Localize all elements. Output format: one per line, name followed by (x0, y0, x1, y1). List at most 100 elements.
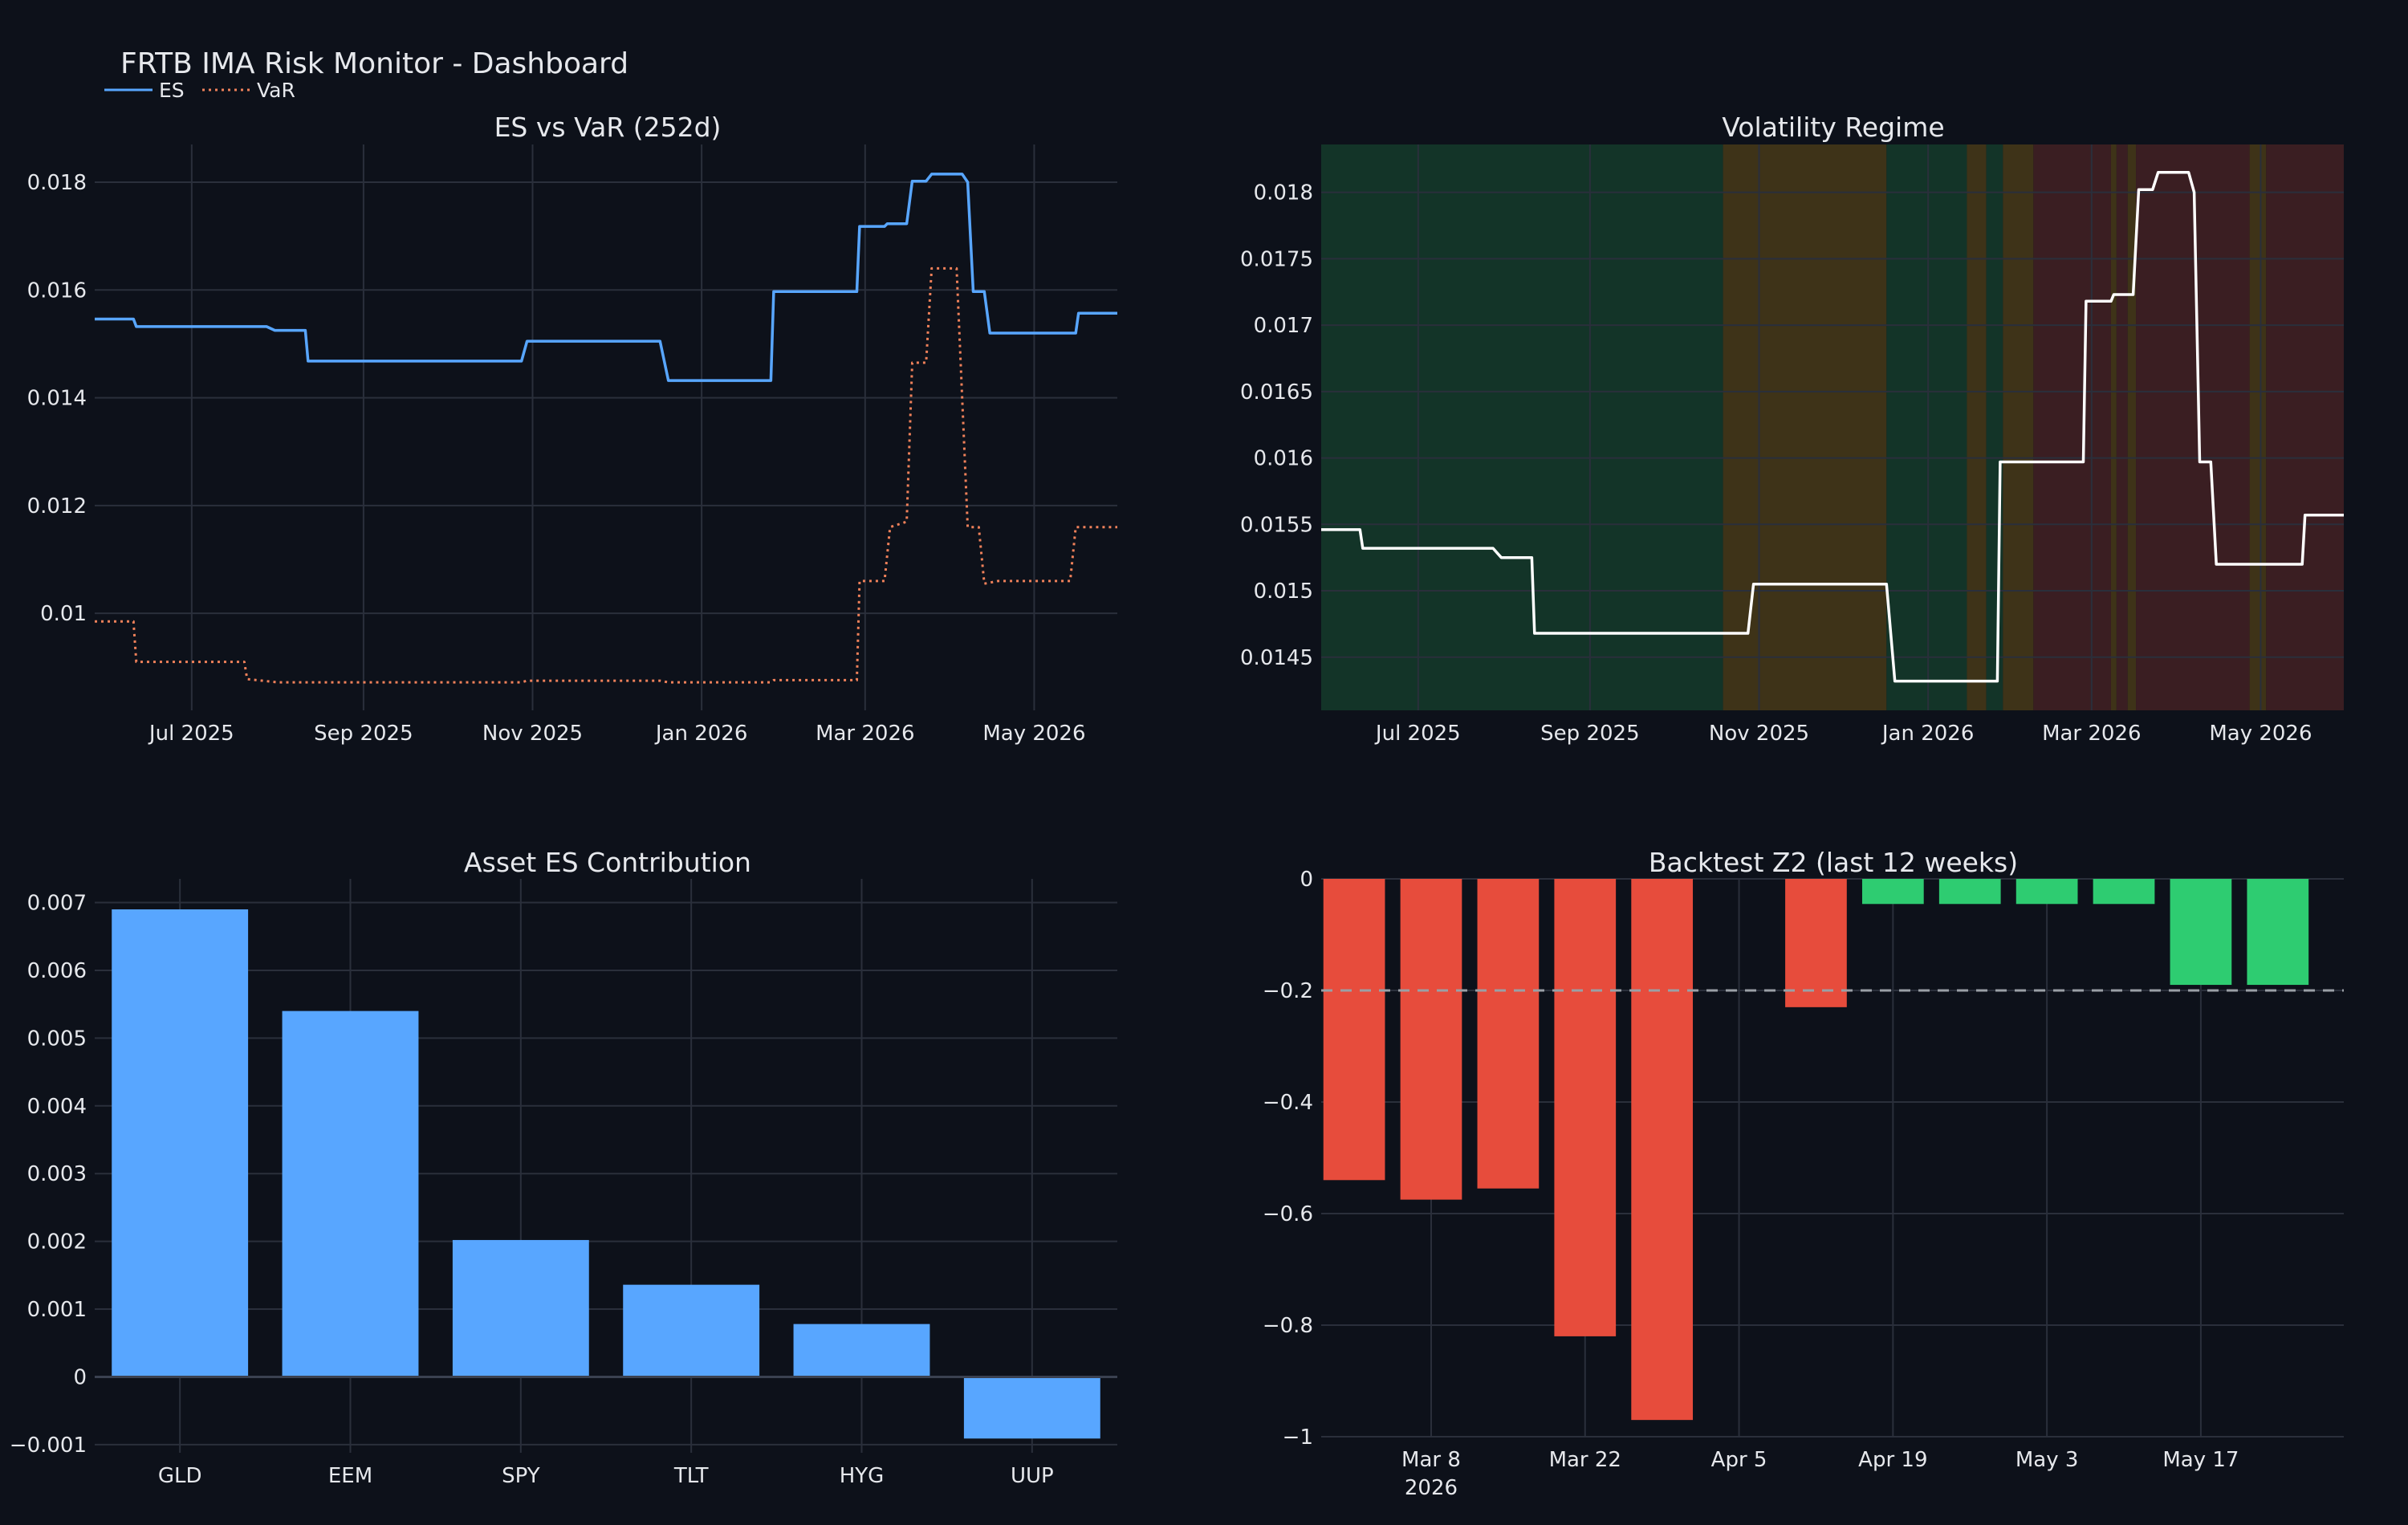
asset-es-y-ticks: −0.001 0 0.001 0.002 0.003 0.004 0.005 0.006 0.0… (10, 892, 87, 1458)
x-tick-label: EEM (328, 1464, 372, 1488)
x-tick-label: Sep 2025 (1540, 722, 1639, 746)
legend-es-label: ES (159, 79, 185, 102)
y-tick-label: 0.016 (27, 279, 87, 303)
x-tick-sublabel: 2026 (1405, 1476, 1458, 1500)
y-tick-label: 0.01 (40, 602, 87, 626)
bar-eem (282, 1011, 419, 1377)
y-tick-label: 0.007 (27, 892, 87, 916)
regime-band-high (2116, 144, 2128, 710)
es-vs-var-x-ticks: Jul 2025 Sep 2025 Nov 2025 Jan 2026 Mar 2026… (148, 722, 1086, 746)
bar-spy (452, 1239, 589, 1377)
y-tick-label: 0 (73, 1365, 87, 1389)
y-tick-label: 0.0145 (1240, 646, 1313, 670)
es-series-line (1321, 171, 2344, 683)
bar-uup (963, 1377, 1100, 1439)
x-tick-label: May 2026 (982, 722, 1085, 746)
z2-bar (1785, 879, 1847, 1007)
y-tick-label: 0.012 (27, 494, 87, 518)
asset-es-x-ticks: GLD EEM SPY TLT HYG UUP (158, 1464, 1054, 1488)
x-tick-label: UUP (1011, 1464, 1054, 1488)
asset-es-bars (95, 909, 1117, 1439)
z2-bar (1938, 879, 2001, 905)
y-tick-label: 0 (1300, 868, 1313, 892)
backtest-y-ticks: 0 −0.2 −0.4 −0.6 −0.8 −1 (1263, 868, 1313, 1450)
var-series-line (95, 266, 1117, 684)
y-tick-label: 0.006 (27, 959, 87, 983)
y-tick-label: 0.002 (27, 1230, 87, 1255)
y-tick-label: −0.6 (1263, 1202, 1313, 1226)
regime-band-high (2033, 144, 2111, 710)
x-tick-label: May 3 (2015, 1448, 2079, 1472)
x-tick-label: Apr 19 (1858, 1448, 1927, 1472)
z2-bar (1861, 879, 1924, 905)
x-tick-label: May 2026 (2209, 722, 2312, 746)
asset-es-contribution-panel: Asset ES Contribution GLD EEM SPY TLT HYG UUP… (10, 847, 1117, 1488)
legend: ES VaR (104, 79, 295, 102)
y-tick-label: −0.4 (1263, 1091, 1313, 1115)
x-tick-label: Nov 2025 (1709, 722, 1809, 746)
y-tick-label: 0.017 (1254, 314, 1313, 338)
y-tick-label: 0.0155 (1240, 513, 1313, 537)
z2-bar (1400, 879, 1462, 1200)
y-tick-label: 0.018 (27, 171, 87, 195)
es-series-line (95, 173, 1117, 382)
x-tick-label: Mar 2026 (2042, 722, 2142, 746)
z2-bar (2015, 879, 2078, 905)
x-tick-label: Mar 22 (1549, 1448, 1621, 1472)
dashboard-title: FRTB IMA Risk Monitor - Dashboard (120, 47, 628, 80)
x-tick-label: Nov 2025 (482, 722, 583, 746)
es-vs-var-lines (95, 173, 1117, 684)
x-tick-label: GLD (158, 1464, 202, 1488)
backtest-z2-title: Backtest Z2 (last 12 weeks) (1649, 847, 2018, 878)
x-tick-label: Jul 2025 (1374, 722, 1461, 746)
z2-bar (2093, 879, 2155, 905)
y-tick-label: 0.018 (1254, 181, 1313, 205)
y-tick-label: −0.8 (1263, 1314, 1313, 1338)
legend-var-label: VaR (257, 79, 295, 102)
z2-bar (1323, 879, 1385, 1181)
x-tick-label: Jul 2025 (148, 722, 234, 746)
y-tick-label: 0.004 (27, 1095, 87, 1119)
z2-bar (1631, 879, 1694, 1421)
volatility-regime-x-ticks: Jul 2025 Sep 2025 Nov 2025 Jan 2026 Mar 2026… (1374, 722, 2312, 746)
regime-band-mid (1967, 144, 1987, 710)
y-tick-label: −0.001 (10, 1434, 87, 1458)
regime-band-low (1986, 144, 2003, 710)
y-tick-label: 0.016 (1254, 447, 1313, 471)
bar-tlt (623, 1284, 760, 1377)
volatility-regime-y-ticks: 0.0145 0.015 0.0155 0.016 0.0165 0.017 0.0175 0… (1240, 181, 1313, 670)
x-tick-label: SPY (502, 1464, 540, 1488)
regime-band-mid (2003, 144, 2034, 710)
regime-band-mid (2249, 144, 2267, 710)
x-tick-label: Apr 5 (1711, 1448, 1767, 1472)
volatility-regime-line (1321, 171, 2344, 683)
backtest-z2-panel: Mar 8 Mar 22 Apr 5 Apr 19 May 3 May 17 2026 0 −… (1263, 847, 2344, 1500)
x-tick-label: Mar 8 (1401, 1448, 1461, 1472)
regime-band-low (1321, 144, 1723, 710)
asset-es-contribution-title: Asset ES Contribution (464, 847, 751, 878)
es-vs-var-title: ES vs VaR (252d) (494, 112, 722, 143)
bar-hyg (793, 1324, 930, 1377)
es-vs-var-y-ticks: 0.01 0.012 0.014 0.016 0.018 (27, 171, 87, 626)
x-tick-label: Jan 2026 (654, 722, 748, 746)
regime-band-high (2136, 144, 2250, 710)
regime-band-high (2266, 144, 2344, 710)
y-tick-label: −1 (1283, 1425, 1313, 1450)
x-tick-label: HYG (840, 1464, 885, 1488)
y-tick-label: 0.0175 (1240, 247, 1313, 271)
x-tick-label: TLT (673, 1464, 709, 1488)
es-vs-var-panel: ES vs VaR (252d) Jul 2025 Sep 2025 Nov 202… (27, 112, 1117, 746)
volatility-regime-title: Volatility Regime (1722, 112, 1944, 143)
backtest-x-ticks: Mar 8 Mar 22 Apr 5 Apr 19 May 3 May 17 2026 (1401, 1448, 2239, 1500)
bar-gld (112, 909, 249, 1377)
y-tick-label: 0.0165 (1240, 380, 1313, 405)
z2-bar (1554, 879, 1617, 1336)
y-tick-label: −0.2 (1263, 979, 1313, 1003)
y-tick-label: 0.015 (1254, 580, 1313, 604)
regime-band-mid (2127, 144, 2137, 710)
x-tick-label: Mar 2026 (816, 722, 915, 746)
volatility-regime-panel: Volatility Regime Jul 2025 Sep 2025 Nov 20… (1240, 112, 2344, 746)
y-tick-label: 0.005 (27, 1027, 87, 1051)
regime-band-mid (2110, 144, 2117, 710)
